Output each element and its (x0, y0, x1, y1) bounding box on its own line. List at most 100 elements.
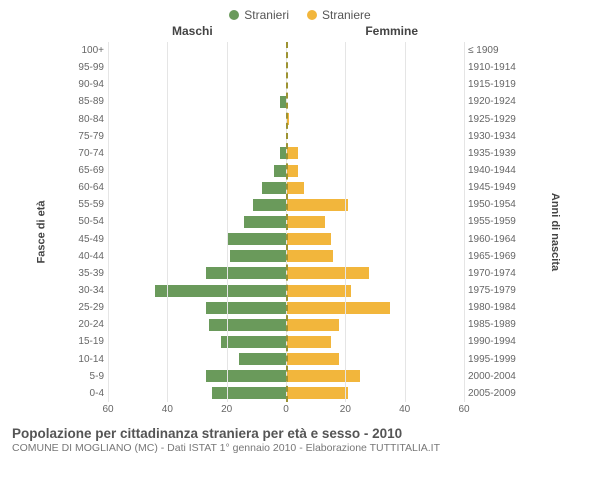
bar-half-male (108, 299, 286, 316)
bar-female (286, 267, 369, 279)
bar-half-female (286, 368, 464, 385)
age-label: 90-94 (70, 79, 108, 90)
plot-area: Fasce di età Anni di nascita 100+≤ 19099… (12, 42, 588, 422)
data-row: 65-69 1940-1944 (70, 162, 520, 179)
x-tick-label: 40 (399, 404, 410, 415)
bar-area (108, 196, 464, 213)
birth-label: ≤ 1909 (464, 45, 520, 56)
col-head-female: Femmine (365, 24, 418, 38)
bar-half-female (286, 231, 464, 248)
legend-label-male: Stranieri (244, 8, 289, 22)
birth-label: 1935-1939 (464, 148, 520, 159)
x-tick-label: 40 (162, 404, 173, 415)
bar-half-male (108, 59, 286, 76)
bar-female (286, 165, 298, 177)
bar-male (262, 182, 286, 194)
data-row: 10-141995-1999 (70, 351, 520, 368)
birth-label: 1940-1944 (464, 165, 520, 176)
birth-label: 1945-1949 (464, 182, 520, 193)
x-tick-label: 0 (283, 404, 289, 415)
bar-half-female (286, 265, 464, 282)
bar-half-male (108, 111, 286, 128)
bar-half-female (286, 42, 464, 59)
bar-female (286, 113, 289, 125)
bar-female (286, 216, 325, 228)
bar-female (286, 387, 348, 399)
age-label: 45-49 (70, 234, 108, 245)
bar-area (108, 42, 464, 59)
bar-male (206, 302, 286, 314)
bar-area (108, 299, 464, 316)
bar-half-female (286, 196, 464, 213)
data-row: 50-541955-1959 (70, 213, 520, 230)
bar-half-male (108, 368, 286, 385)
birth-label: 1910-1914 (464, 62, 520, 73)
column-headers: Maschi Femmine (12, 24, 588, 42)
data-row: 95-99 1910-1914 (70, 59, 520, 76)
bar-area (108, 145, 464, 162)
bar-half-male (108, 42, 286, 59)
bar-female (286, 199, 348, 211)
bar-area (108, 111, 464, 128)
bar-half-male (108, 351, 286, 368)
data-row: 60-641945-1949 (70, 179, 520, 196)
birth-label: 1985-1989 (464, 319, 520, 330)
bar-female (286, 319, 339, 331)
bar-half-male (108, 231, 286, 248)
data-row: 90-94 1915-1919 (70, 76, 520, 93)
data-row: 70-74 1935-1939 (70, 145, 520, 162)
bar-area (108, 385, 464, 402)
bar-female (286, 285, 351, 297)
bar-female (286, 302, 390, 314)
bar-female (286, 147, 298, 159)
bar-area (108, 128, 464, 145)
age-label: 0-4 (70, 388, 108, 399)
age-label: 30-34 (70, 285, 108, 296)
bar-half-female (286, 299, 464, 316)
age-label: 40-44 (70, 251, 108, 262)
bar-area (108, 179, 464, 196)
birth-label: 1950-1954 (464, 199, 520, 210)
data-row: 100+ ≤ 1909 (70, 42, 520, 59)
bar-half-male (108, 333, 286, 350)
age-label: 65-69 (70, 165, 108, 176)
legend: Stranieri Straniere (12, 8, 588, 22)
data-row: 45-491960-1964 (70, 231, 520, 248)
x-tick-label: 60 (458, 404, 469, 415)
bar-half-male (108, 265, 286, 282)
bar-half-male (108, 385, 286, 402)
chart-title: Popolazione per cittadinanza straniera p… (12, 426, 588, 441)
bar-half-female (286, 248, 464, 265)
x-tick-label: 20 (340, 404, 351, 415)
data-row: 55-591950-1954 (70, 196, 520, 213)
bar-area (108, 93, 464, 110)
legend-item-female: Straniere (307, 8, 371, 22)
bar-half-female (286, 179, 464, 196)
age-label: 100+ (70, 45, 108, 56)
birth-label: 1980-1984 (464, 302, 520, 313)
birth-label: 1915-1919 (464, 79, 520, 90)
y-axis-label-left: Fasce di età (35, 201, 47, 264)
chart-subtitle: COMUNE DI MOGLIANO (MC) - Dati ISTAT 1° … (12, 442, 588, 454)
age-label: 20-24 (70, 319, 108, 330)
bar-female (286, 370, 360, 382)
data-row: 15-191990-1994 (70, 333, 520, 350)
bar-half-female (286, 162, 464, 179)
birth-label: 1920-1924 (464, 96, 520, 107)
bar-half-female (286, 213, 464, 230)
bar-male (274, 165, 286, 177)
data-row: 75-791930-1934 (70, 128, 520, 145)
birth-label: 1955-1959 (464, 216, 520, 227)
bar-half-female (286, 282, 464, 299)
x-tick-label: 60 (102, 404, 113, 415)
bar-area (108, 282, 464, 299)
bar-male (239, 353, 286, 365)
bar-male (212, 387, 286, 399)
legend-swatch-female (307, 10, 317, 20)
legend-item-male: Stranieri (229, 8, 289, 22)
data-row: 80-841925-1929 (70, 111, 520, 128)
age-label: 95-99 (70, 62, 108, 73)
bar-half-female (286, 93, 464, 110)
bar-area (108, 162, 464, 179)
age-label: 70-74 (70, 148, 108, 159)
